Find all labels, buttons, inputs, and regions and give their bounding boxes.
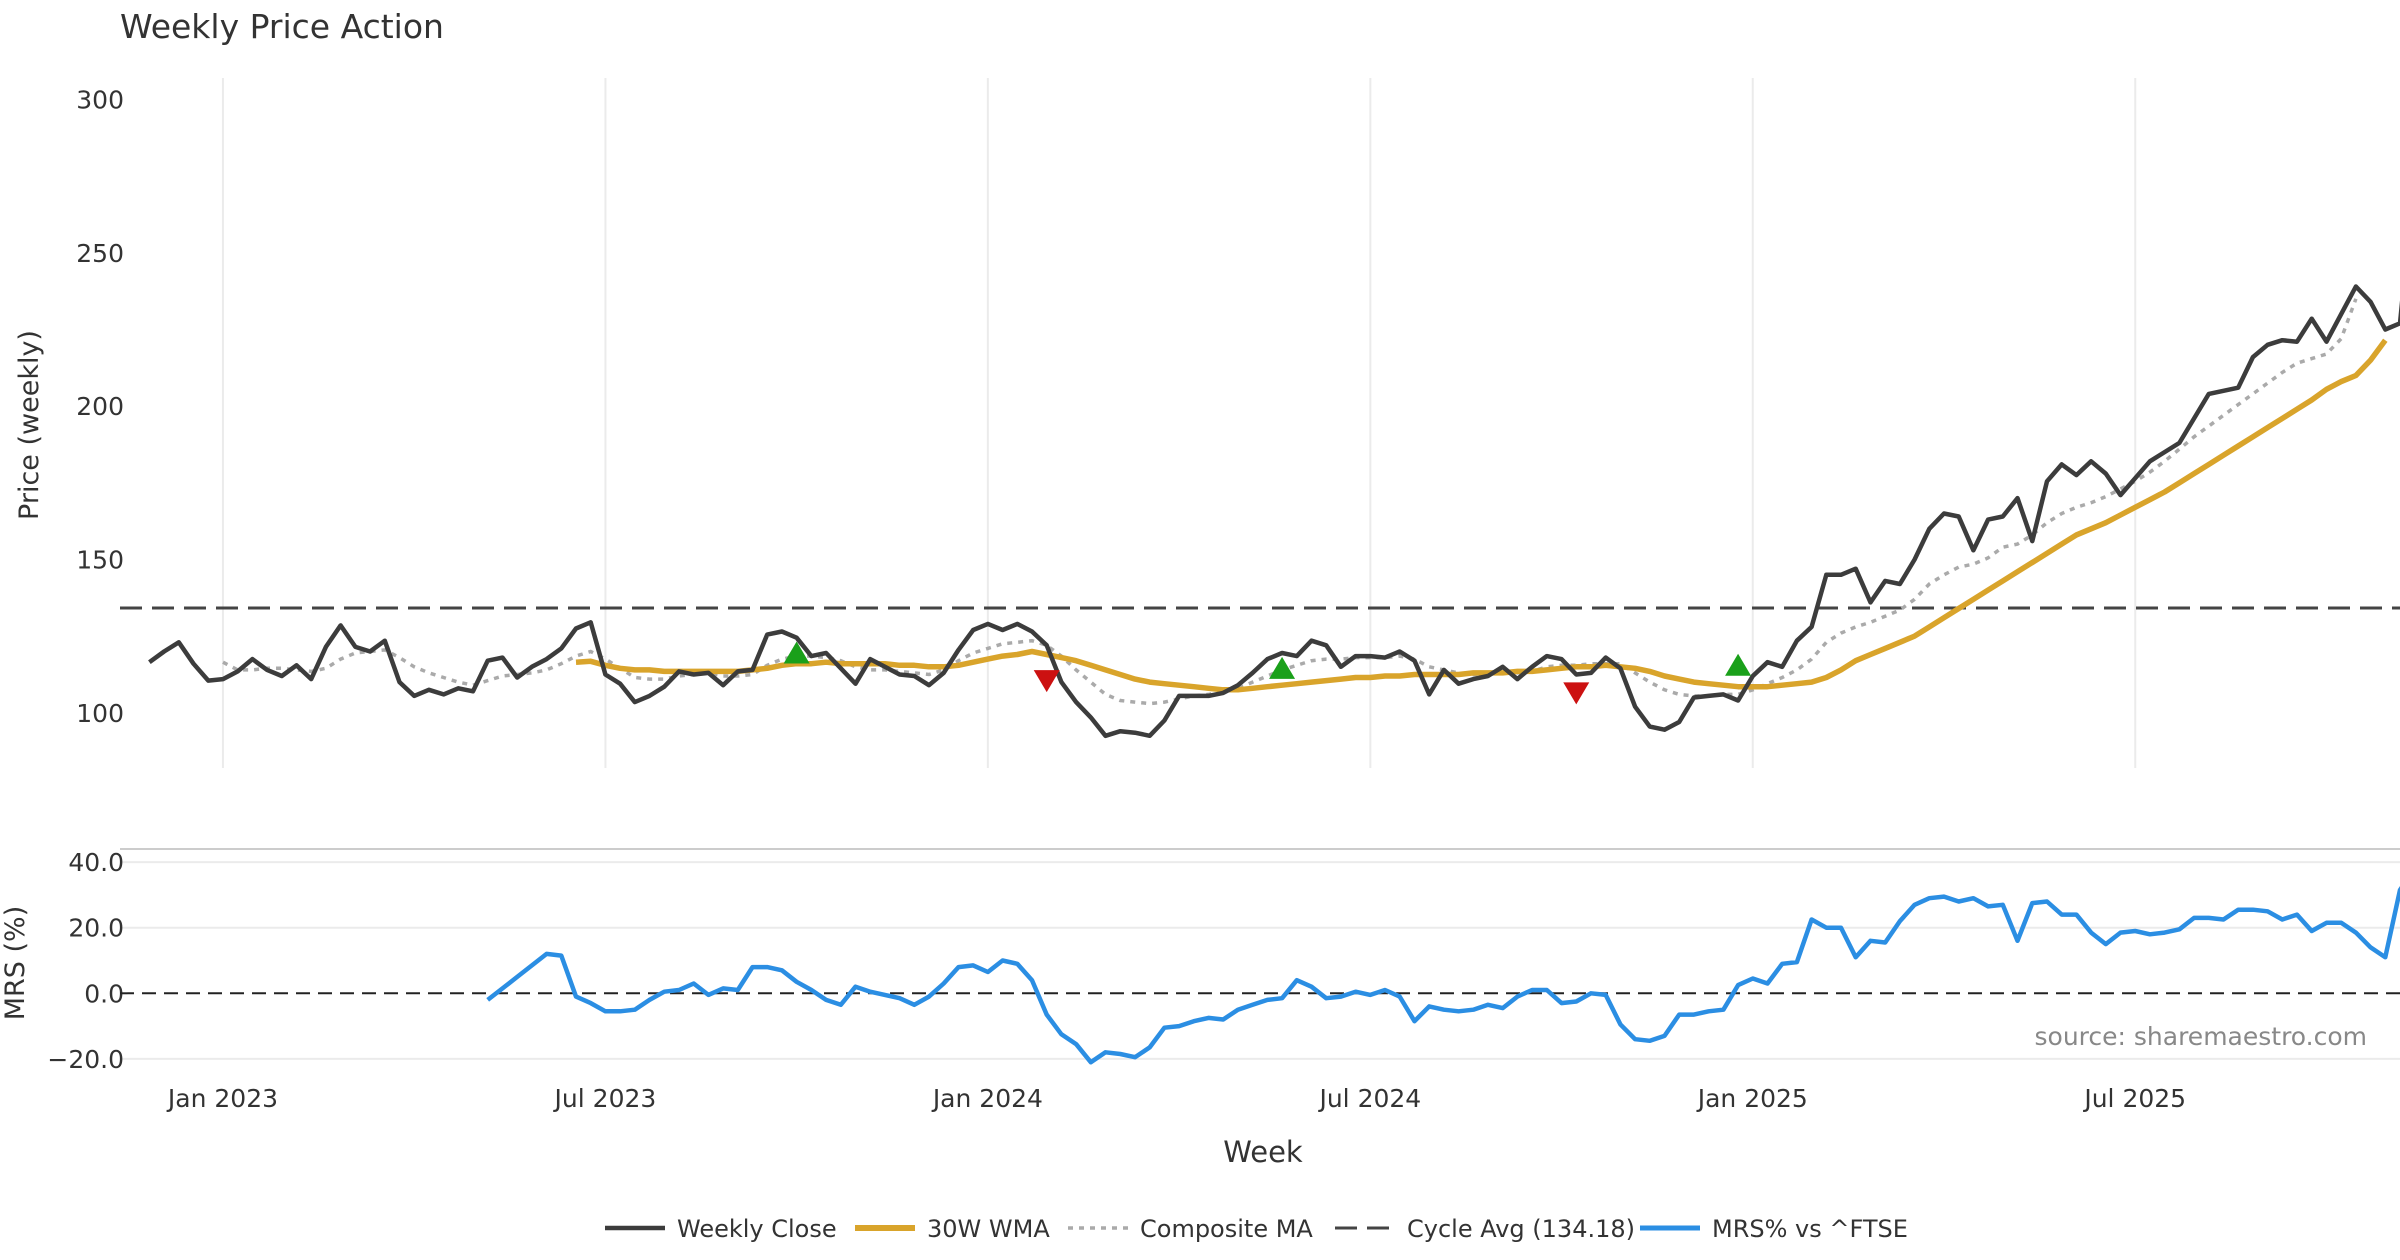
sell-signal-marker (1033, 670, 1060, 693)
price-y-tick-label: 200 (76, 392, 124, 421)
x-tick-labels: Jan 2023 Jul 2023 Jan 2024 Jul 2024 Jan 2025… (166, 1084, 2186, 1113)
legend-label: Weekly Close (677, 1215, 837, 1243)
wma-30w-line (575, 338, 2388, 693)
price-x-grid (221, 78, 2137, 768)
sell-signal-marker (1563, 682, 1590, 705)
legend-item: 30W WMA (855, 1215, 1050, 1243)
legend-label: MRS% vs ^FTSE (1712, 1215, 1908, 1243)
source-label: source: sharemaestro.com (2035, 1022, 2368, 1051)
chart-title: Weekly Price Action (120, 7, 444, 46)
legend: Weekly Close 30W WMA Composite MA Cycle Avg… (605, 1215, 1908, 1243)
x-tick-label: Jul 2025 (2082, 1084, 2186, 1113)
mrs-line (486, 886, 2400, 1065)
price-y-tick-label: 150 (76, 545, 124, 574)
buy-signal-marker (1269, 656, 1296, 679)
buy-signal-marker (783, 641, 810, 664)
price-y-tick-label: 300 (76, 85, 124, 114)
legend-item: Weekly Close (605, 1215, 837, 1243)
x-axis-label: Week (1223, 1135, 1303, 1169)
x-tick-label: Jul 2023 (553, 1084, 657, 1113)
mrs-y-tick-label: −20.0 (47, 1045, 124, 1074)
legend-label: Composite MA (1140, 1215, 1313, 1243)
x-tick-label: Jan 2024 (931, 1084, 1043, 1113)
mrs-y-tick-label: 0.0 (84, 979, 124, 1008)
weekly-close-line (148, 284, 2400, 739)
price-y-axis-label: Price (weekly) (14, 330, 45, 520)
mrs-y-tick-label: 20.0 (68, 914, 124, 943)
x-tick-label: Jan 2025 (1696, 1084, 1808, 1113)
buy-signal-marker (1725, 653, 1752, 676)
price-y-tick-labels: 100 150 200 250 300 (76, 85, 124, 727)
mrs-y-tick-label: 40.0 (68, 848, 124, 877)
mrs-panel: −20.0 0.0 20.0 40.0 MRS (%) source: sharema… (0, 848, 2400, 1074)
composite-ma-line (222, 298, 2358, 706)
legend-label: Cycle Avg (134.18) (1407, 1215, 1635, 1243)
legend-label: 30W WMA (927, 1215, 1050, 1243)
mrs-y-axis-label: MRS (%) (0, 906, 31, 1021)
price-y-tick-label: 250 (76, 239, 124, 268)
x-tick-label: Jan 2023 (166, 1084, 278, 1113)
price-y-tick-label: 100 (76, 699, 124, 728)
legend-item: Cycle Avg (134.18) (1335, 1215, 1635, 1243)
mrs-y-grid: −20.0 0.0 20.0 40.0 (47, 848, 2400, 1074)
price-panel: 100 150 200 250 300 Price (weekly) (14, 78, 2400, 768)
signal-markers (783, 641, 1752, 705)
x-tick-label: Jul 2024 (1317, 1084, 1421, 1113)
legend-item: Composite MA (1068, 1215, 1313, 1243)
legend-item: MRS% vs ^FTSE (1640, 1215, 1908, 1243)
